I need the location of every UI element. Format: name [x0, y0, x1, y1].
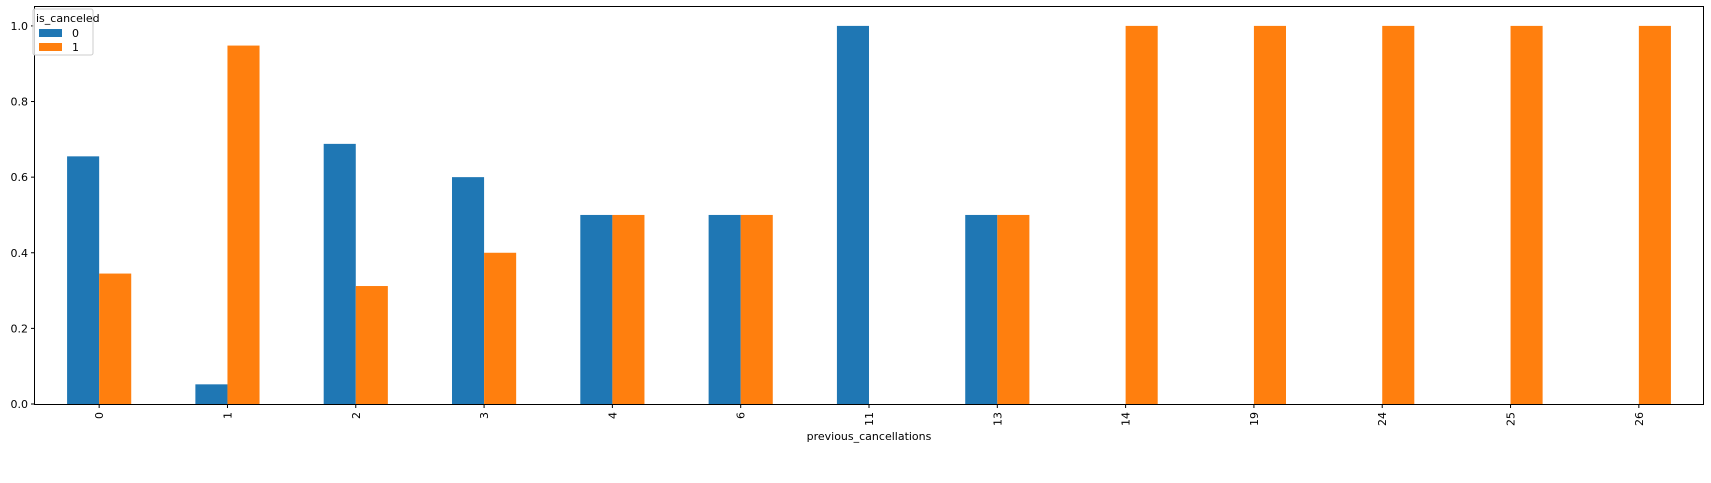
bar-series-1-cat-0 — [99, 273, 132, 404]
bar-series-1-cat-1 — [227, 45, 260, 404]
y-tick-label: 0.4 — [11, 247, 29, 260]
bar-series-1-cat-3 — [484, 252, 517, 404]
y-tick-label: 0.8 — [11, 96, 29, 109]
bar-series-1-cat-4 — [612, 214, 645, 404]
bar-series-1-cat-13 — [997, 214, 1030, 404]
bar-series-1-cat-25 — [1510, 25, 1543, 405]
bar-series-1-cat-14 — [1125, 25, 1158, 405]
bar-series-1-cat-2 — [355, 286, 388, 404]
x-tick-label: 0 — [93, 412, 106, 419]
bar-series-0-cat-6 — [708, 214, 741, 404]
x-tick-label: 4 — [606, 412, 619, 419]
legend-swatch-series-0 — [39, 29, 62, 37]
y-tick-label: 0.2 — [11, 322, 29, 335]
legend-label-series-0: 0 — [72, 27, 79, 40]
bar-series-1-cat-24 — [1382, 25, 1415, 405]
legend: is_canceled 0 1 — [32, 8, 100, 56]
plot-frame — [34, 6, 1704, 405]
legend-title: is_canceled — [36, 12, 100, 25]
x-tick-label: 19 — [1248, 412, 1261, 426]
x-axis-ticks: 0 1 2 3 4 6 11 13 14 19 24 25 26 — [93, 404, 1646, 426]
bar-series-0-cat-3 — [452, 177, 485, 404]
bar-series-0-cat-11 — [836, 25, 869, 405]
x-tick-label: 2 — [350, 412, 363, 419]
x-tick-label: 6 — [735, 412, 748, 419]
y-tick-label: 0.0 — [11, 398, 29, 411]
x-axis-label: previous_cancellations — [807, 430, 932, 443]
y-tick-label: 0.6 — [11, 171, 29, 184]
x-tick-label: 13 — [991, 412, 1004, 426]
bar-series-1-cat-26 — [1638, 25, 1671, 405]
x-tick-label: 26 — [1633, 412, 1646, 426]
x-tick-label: 24 — [1376, 412, 1389, 426]
y-axis-ticks: 0.0 0.2 0.4 0.6 0.8 1.0 — [11, 20, 35, 411]
bars-layer — [67, 25, 1671, 405]
x-tick-label: 25 — [1505, 412, 1518, 426]
bar-series-0-cat-1 — [195, 384, 228, 404]
x-tick-label: 3 — [478, 412, 491, 419]
legend-swatch-series-1 — [39, 43, 62, 51]
bar-series-1-cat-19 — [1253, 25, 1286, 405]
bar-series-0-cat-0 — [67, 156, 100, 404]
x-tick-label: 14 — [1120, 412, 1133, 426]
bar-series-0-cat-4 — [580, 214, 613, 404]
bar-series-1-cat-6 — [740, 214, 773, 404]
legend-label-series-1: 1 — [72, 41, 79, 54]
x-tick-label: 1 — [221, 412, 234, 419]
x-tick-label: 11 — [863, 412, 876, 426]
bar-series-0-cat-2 — [323, 143, 356, 404]
bar-series-0-cat-13 — [965, 214, 998, 404]
y-tick-label: 1.0 — [11, 20, 29, 33]
